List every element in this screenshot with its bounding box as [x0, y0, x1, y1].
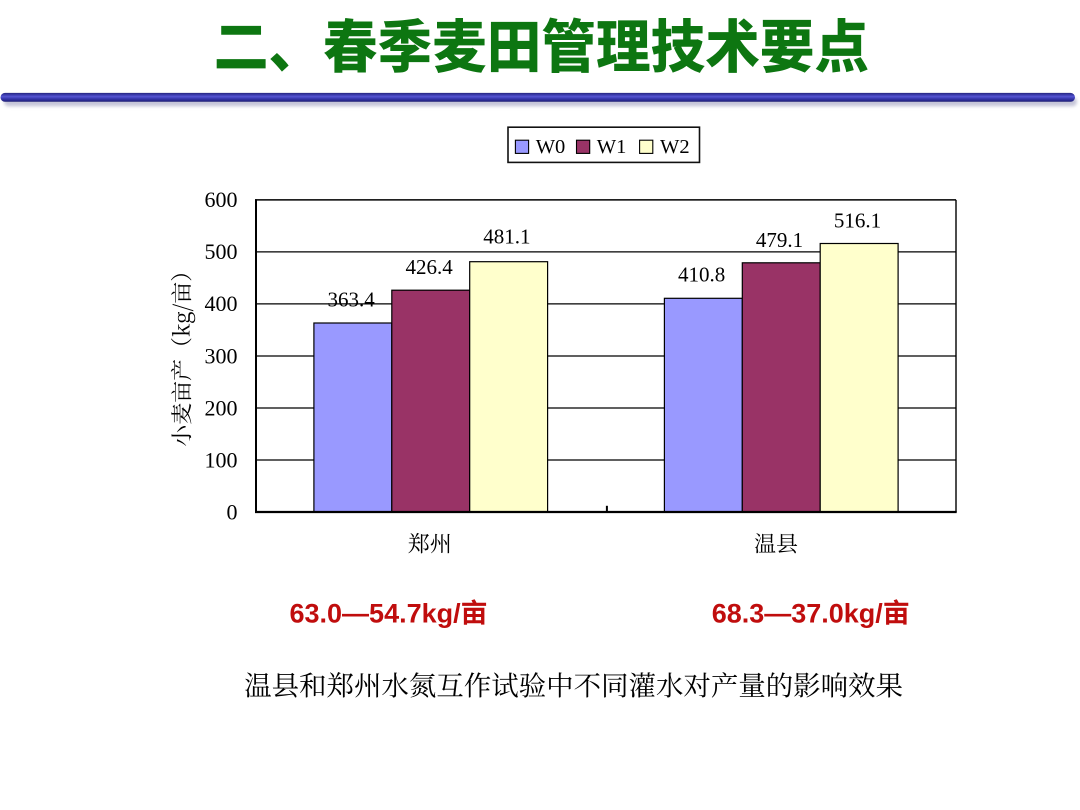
svg-text:481.1: 481.1	[483, 225, 530, 249]
svg-text:363.4: 363.4	[327, 288, 375, 312]
svg-text:68.3—37.0kg/: 68.3—37.0kg/	[712, 598, 884, 628]
svg-text:W0: W0	[536, 136, 566, 158]
svg-text:W2: W2	[660, 136, 690, 158]
svg-text:300: 300	[205, 343, 238, 368]
svg-text:410.8: 410.8	[678, 262, 725, 286]
svg-text:W1: W1	[597, 136, 627, 158]
svg-text:500: 500	[205, 239, 238, 264]
svg-text:479.1: 479.1	[756, 228, 803, 252]
svg-text:426.4: 426.4	[405, 255, 453, 279]
svg-text:100: 100	[205, 447, 238, 472]
svg-text:63.0—54.7kg/: 63.0—54.7kg/	[290, 598, 462, 628]
svg-text:400: 400	[205, 291, 238, 316]
svg-text:200: 200	[205, 395, 238, 420]
svg-text:0: 0	[227, 499, 238, 524]
svg-text:516.1: 516.1	[834, 208, 881, 232]
svg-text:600: 600	[205, 187, 238, 212]
